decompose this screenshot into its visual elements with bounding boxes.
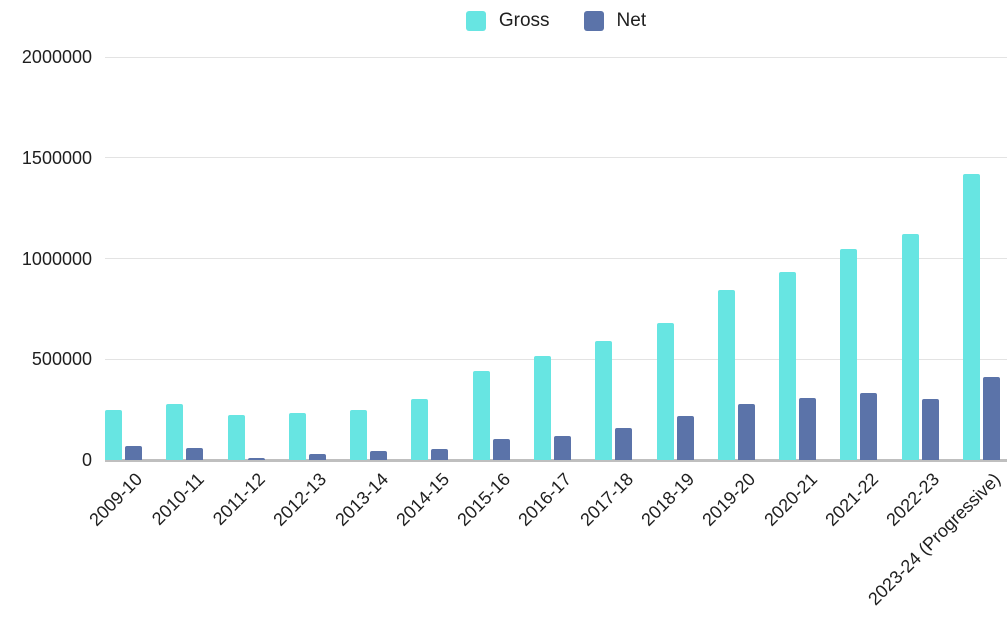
bar-gross-2022-23[interactable] — [901, 234, 919, 460]
bar-group — [533, 356, 571, 460]
bar-net-2022-23[interactable] — [921, 398, 939, 460]
x-axis-tick-label: 2017-18 — [576, 469, 637, 530]
bar-group — [411, 398, 449, 460]
x-axis-tick-label: 2014-15 — [392, 469, 454, 530]
bar-gross-2023-24-progressive[interactable] — [962, 173, 980, 460]
x-axis-tick-label: 2010-11 — [148, 469, 208, 529]
gridline — [105, 157, 1007, 159]
bar-group — [166, 404, 204, 460]
bar-net-2016-17[interactable] — [553, 436, 571, 460]
x-axis-tick-label: 2011-12 — [209, 469, 270, 529]
bar-group — [962, 173, 1000, 460]
x-axis-baseline — [105, 459, 1007, 462]
bar-net-2015-16[interactable] — [492, 438, 510, 460]
y-axis-tick-label: 2000000 — [21, 47, 92, 67]
bar-net-2011-12[interactable] — [247, 458, 265, 460]
bar-gross-2018-19[interactable] — [656, 322, 674, 460]
x-axis-tick-label: 2020-21 — [759, 469, 821, 530]
y-axis-tick-label: 1000000 — [21, 248, 92, 269]
bar-group — [595, 340, 633, 460]
bar-net-2009-10[interactable] — [125, 446, 142, 460]
bar-net-2017-18[interactable] — [615, 428, 633, 460]
bar-gross-2020-21[interactable] — [779, 271, 797, 460]
x-axis-tick-label: 2019-20 — [698, 469, 760, 530]
x-axis-tick-label: 2016-17 — [514, 469, 576, 530]
bar-net-2014-15[interactable] — [431, 449, 449, 460]
legend-item-gross[interactable]: Gross — [465, 10, 550, 31]
legend-swatch-gross — [465, 11, 486, 31]
bar-net-2023-24-progressive[interactable] — [982, 376, 1000, 460]
bar-group — [840, 248, 878, 460]
bar-gross-2010-11[interactable] — [166, 404, 184, 460]
bar-gross-2014-15[interactable] — [411, 398, 429, 460]
gridline — [105, 358, 1007, 360]
bar-net-2021-22[interactable] — [860, 392, 878, 460]
bar-group — [227, 415, 265, 460]
legend-label-gross: Gross — [498, 10, 550, 31]
bar-gross-2017-18[interactable] — [595, 340, 613, 460]
gridline — [105, 258, 1007, 259]
y-axis-tick-label: 1500000 — [21, 147, 92, 168]
bar-group — [717, 289, 755, 460]
x-axis-tick-label: 2013-14 — [330, 469, 392, 530]
bar-net-2018-19[interactable] — [676, 416, 694, 460]
bars-row — [105, 57, 1007, 460]
bar-group — [779, 271, 817, 460]
bar-group — [901, 234, 939, 460]
bar-net-2013-14[interactable] — [370, 450, 388, 460]
legend-swatch-net — [583, 11, 604, 31]
x-axis-tick-label: 2009-10 — [85, 469, 147, 530]
x-axis-tick-label: 2018-19 — [637, 469, 699, 530]
bar-net-2012-13[interactable] — [308, 454, 326, 460]
bar-gross-2013-14[interactable] — [350, 409, 368, 460]
bar-gross-2021-22[interactable] — [840, 248, 858, 460]
x-axis-tick-label: 2021-22 — [821, 469, 883, 530]
x-axis-tick-label: 2022-23 — [882, 469, 944, 530]
y-axis-tick-label: 500000 — [31, 349, 92, 370]
x-axis-tick-label: 2012-13 — [269, 469, 331, 530]
legend-label-net: Net — [616, 10, 647, 31]
bar-group — [656, 322, 694, 460]
bar-group — [288, 412, 326, 460]
gridline — [105, 56, 1007, 58]
bar-gross-2009-10[interactable] — [105, 409, 122, 460]
bar-group — [350, 409, 388, 460]
x-axis-tick-label: 2015-16 — [453, 469, 515, 530]
bar-group — [105, 409, 142, 460]
legend-item-net[interactable]: Net — [583, 10, 647, 31]
bar-gross-2011-12[interactable] — [227, 415, 245, 460]
bar-net-2020-21[interactable] — [799, 398, 817, 460]
legend: Gross Net — [105, 8, 1007, 34]
bar-gross-2019-20[interactable] — [717, 289, 735, 460]
bar-net-2019-20[interactable] — [737, 403, 755, 460]
bar-group — [472, 370, 510, 460]
bar-gross-2012-13[interactable] — [288, 412, 306, 460]
bar-gross-2015-16[interactable] — [472, 370, 490, 460]
bar-net-2010-11[interactable] — [186, 447, 204, 460]
bar-gross-2016-17[interactable] — [533, 356, 551, 460]
y-axis-tick-label: 0 — [81, 450, 92, 470]
